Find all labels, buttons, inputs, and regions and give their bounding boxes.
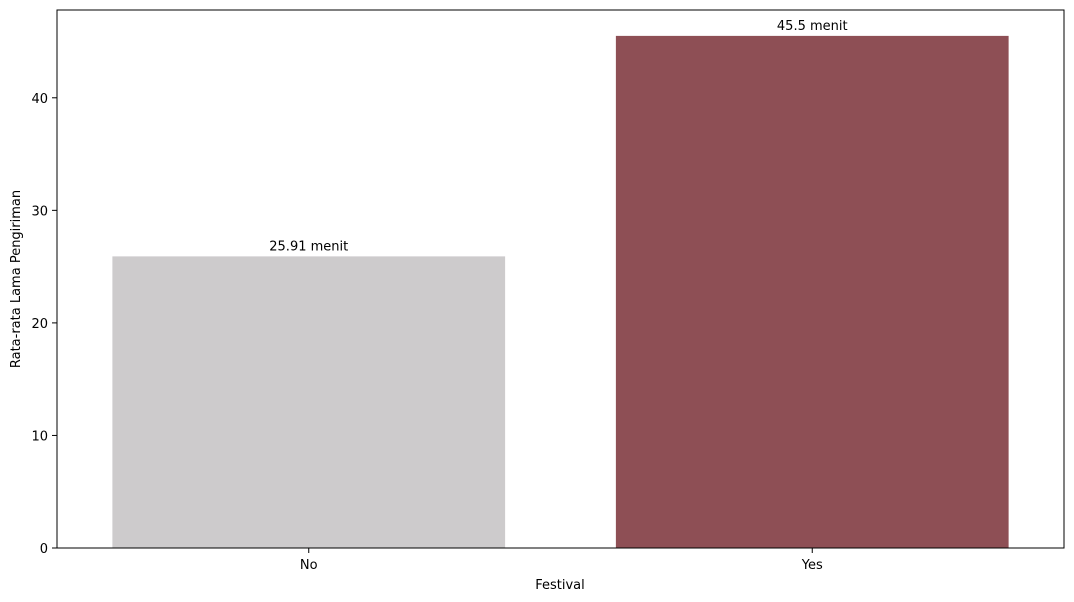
y-tick-label: 10 bbox=[31, 429, 48, 444]
bar-value-label: 45.5 menit bbox=[777, 19, 848, 34]
bar-value-label: 25.91 menit bbox=[269, 239, 348, 254]
y-tick-label: 30 bbox=[31, 204, 48, 219]
x-tick-label: Yes bbox=[801, 558, 823, 573]
y-tick-label: 0 bbox=[40, 542, 48, 557]
x-axis-ticks: No Yes bbox=[300, 548, 823, 573]
bar-no bbox=[112, 256, 506, 548]
x-axis-title: Festival bbox=[535, 578, 585, 593]
y-axis-title: Rata-rata Lama Pengiriman bbox=[9, 190, 24, 368]
plot-frame bbox=[56, 9, 1065, 549]
y-tick-label: 20 bbox=[31, 317, 48, 332]
bar-labels-group: 25.91 menit 45.5 menit bbox=[269, 19, 847, 254]
bar-yes bbox=[615, 35, 1009, 549]
bars-group bbox=[112, 35, 1009, 549]
x-tick-label: No bbox=[300, 558, 318, 573]
y-axis-ticks: 0 10 20 30 40 bbox=[31, 92, 57, 557]
y-tick-label: 40 bbox=[31, 92, 48, 107]
